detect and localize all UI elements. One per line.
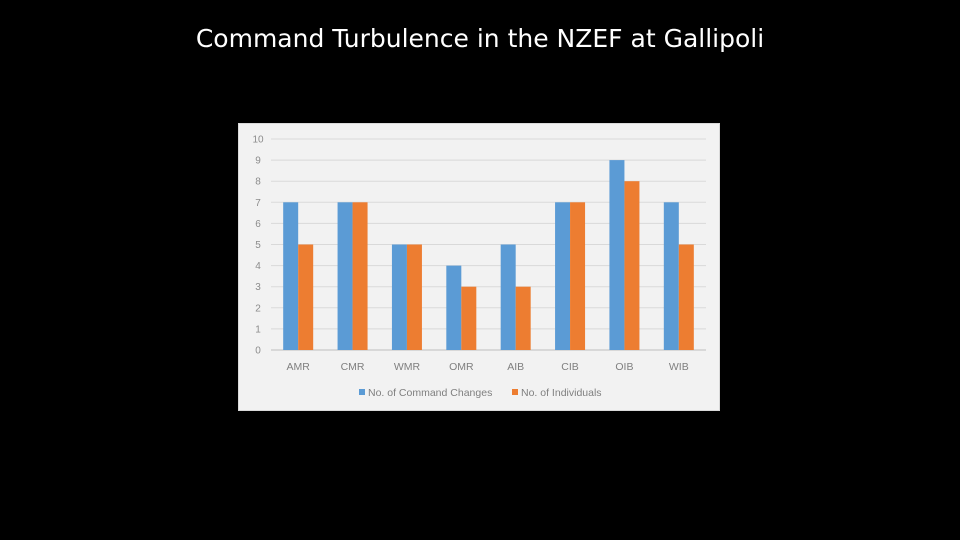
bar-command-changes-wmr bbox=[391, 244, 407, 350]
bar-command-changes-aib bbox=[500, 244, 516, 350]
bar-command-changes-cib bbox=[555, 202, 571, 350]
bar-command-changes-omr bbox=[446, 265, 462, 350]
x-category-label: AIB bbox=[507, 361, 524, 373]
legend-swatch bbox=[359, 389, 365, 395]
x-category-label: WMR bbox=[394, 361, 421, 373]
chart-panel: 0 1 2 3 4 5 6 7 8 9 10 AMR CMR WMR OMR AIB CIB OIB WIB No… bbox=[238, 123, 720, 411]
bar-command-changes-oib bbox=[609, 160, 625, 350]
legend-swatch bbox=[512, 389, 518, 395]
x-category-label: AMR bbox=[287, 361, 311, 373]
y-tick-label: 2 bbox=[255, 303, 261, 314]
bar-individuals-oib bbox=[624, 181, 640, 350]
y-axis-ticks: 0 1 2 3 4 5 6 7 8 9 10 bbox=[252, 135, 264, 357]
bar-individuals-aib bbox=[515, 286, 531, 350]
slide-title: Command Turbulence in the NZEF at Gallip… bbox=[195, 24, 765, 53]
y-tick-label: 9 bbox=[255, 156, 261, 167]
y-tick-label: 8 bbox=[255, 177, 261, 188]
y-tick-label: 10 bbox=[252, 135, 264, 146]
x-category-label: OMR bbox=[449, 361, 474, 373]
legend-label: No. of Command Changes bbox=[368, 387, 492, 399]
bar-individuals-amr bbox=[298, 244, 314, 350]
x-category-label: CIB bbox=[561, 361, 579, 373]
bar-command-changes-wib bbox=[663, 202, 679, 350]
bar-chart: 0 1 2 3 4 5 6 7 8 9 10 AMR CMR WMR OMR AIB CIB OIB WIB No… bbox=[252, 135, 706, 399]
bar-individuals-wmr bbox=[406, 244, 422, 350]
x-category-label: CMR bbox=[341, 361, 365, 373]
legend: No. of Command Changes No. of Individuals bbox=[359, 387, 602, 399]
x-category-label: OIB bbox=[615, 361, 633, 373]
y-tick-label: 4 bbox=[255, 261, 261, 272]
bars bbox=[283, 160, 694, 350]
y-tick-label: 5 bbox=[255, 240, 261, 251]
legend-label: No. of Individuals bbox=[521, 387, 602, 399]
bar-command-changes-amr bbox=[283, 202, 299, 350]
bar-individuals-cmr bbox=[352, 202, 368, 350]
bar-individuals-omr bbox=[461, 286, 477, 350]
x-axis-categories: AMR CMR WMR OMR AIB CIB OIB WIB bbox=[287, 361, 689, 373]
bar-individuals-wib bbox=[678, 244, 694, 350]
y-tick-label: 6 bbox=[255, 219, 261, 230]
x-category-label: WIB bbox=[669, 361, 689, 373]
bar-command-changes-cmr bbox=[337, 202, 353, 350]
y-tick-label: 0 bbox=[255, 346, 261, 357]
y-tick-label: 3 bbox=[255, 282, 261, 293]
gridlines bbox=[271, 138, 706, 351]
bar-individuals-cib bbox=[570, 202, 586, 350]
y-tick-label: 1 bbox=[255, 324, 261, 335]
y-tick-label: 7 bbox=[255, 198, 261, 209]
